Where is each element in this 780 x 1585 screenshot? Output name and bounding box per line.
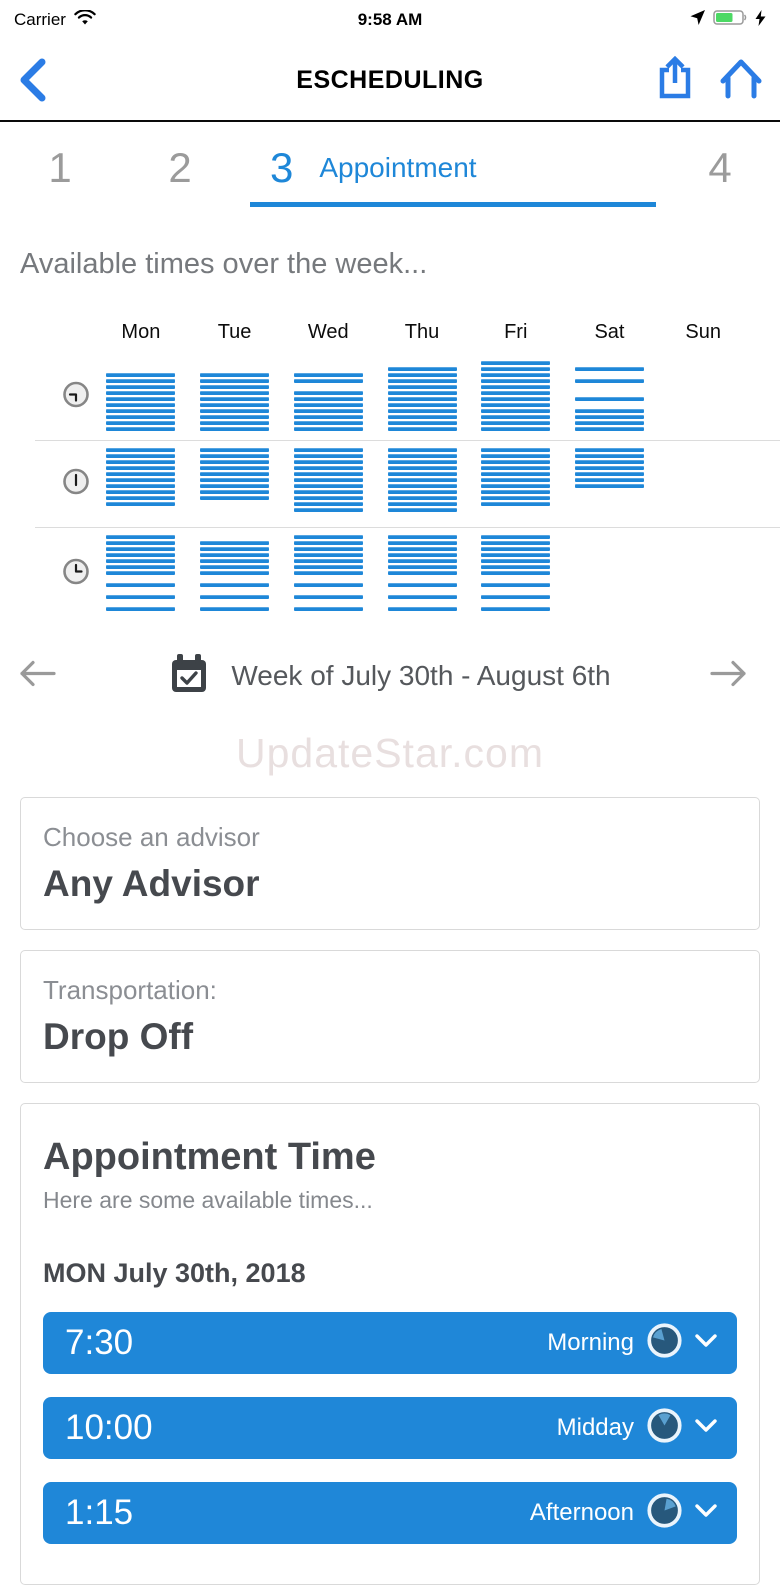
transportation-card-value: Drop Off [43,1016,194,1057]
battery-icon [713,10,748,30]
share-button[interactable] [658,55,692,105]
transportation-card-label: Transportation: [43,975,217,1005]
availability-bars-sun-row2[interactable] [669,448,738,520]
slot-time-label: 1:15 [65,1493,134,1532]
availability-grid: Mon Tue Wed Thu Fri Sat Sun [0,321,780,620]
previous-week-button[interactable] [20,660,56,692]
availability-bars-thu-row2[interactable] [387,448,457,520]
availability-bars-fri-row1[interactable] [481,361,551,433]
back-button[interactable] [18,58,46,102]
time-slot-button-7-30[interactable]: 7:30 Morning [43,1312,737,1374]
step-tabs: 1 2 3 Appointment 4 [0,136,780,214]
availability-bars-fri-row2[interactable] [481,448,551,520]
calendar-check-icon [169,652,209,701]
day-label-tue: Tue [217,321,252,343]
availability-bars-thu-row3[interactable] [387,535,457,613]
availability-bars-wed-row2[interactable] [293,448,363,520]
carrier-label: Carrier [14,10,66,29]
availability-bars-wed-row3[interactable] [293,535,363,613]
availability-bars-sat-row2[interactable] [574,448,644,520]
tab-step-3-appointment[interactable]: 3 Appointment [250,136,656,207]
slot-period-label: Midday [556,1414,634,1441]
availability-row-3 [35,527,780,620]
status-bar: Carrier 9:58 AM [0,0,780,40]
week-range-label: Week of July 30th - August 6th [231,660,611,691]
day-label-sun: Sun [685,321,721,343]
day-label-sat: Sat [594,321,625,343]
availability-bars-thu-row1[interactable] [387,361,457,433]
slot-time-label: 10:00 [65,1408,153,1447]
day-label-wed: Wed [307,321,349,343]
day-label-mon: Mon [121,321,161,343]
availability-bars-sun-row3[interactable] [669,535,738,613]
advisor-card-label: Choose an advisor [43,822,260,852]
chevron-down-icon [695,1503,717,1523]
chevron-down-icon [695,1418,717,1438]
next-week-button[interactable] [710,660,746,692]
availability-bars-mon-row3[interactable] [106,535,176,613]
chevron-down-icon [695,1333,717,1353]
availability-bars-sat-row3[interactable] [575,535,644,613]
availability-row-2 [35,440,780,527]
availability-row-1 [0,354,780,440]
availability-bars-sun-row1[interactable] [669,361,738,433]
availability-bars-tue-row1[interactable] [200,361,270,433]
appointment-date-heading: MON July 30th, 2018 [43,1258,306,1288]
appointment-time-card: Appointment Time Here are some available… [20,1103,760,1585]
day-label-fri: Fri [504,321,528,343]
availability-bars-mon-row2[interactable] [106,448,176,520]
tab-step-4[interactable]: 4 [708,144,732,191]
nav-bar: ESCHEDULING [0,40,780,122]
pie-morning-icon [646,1322,683,1364]
slot-period-label: Morning [547,1329,634,1356]
day-header-row: Mon Tue Wed Thu Fri Sat Sun [0,321,780,354]
pie-afternoon-icon [646,1492,683,1534]
location-arrow-icon [689,9,706,31]
availability-bars-sat-row1[interactable] [574,361,644,433]
section-subtitle: Available times over the week... [20,248,428,280]
active-step-number: 3 [270,144,294,191]
wifi-icon [74,8,96,31]
active-step-label: Appointment [319,152,477,183]
advisor-card[interactable]: Choose an advisor Any Advisor [20,797,760,930]
watermark-text: UpdateStar.com [236,730,544,776]
availability-bars-fri-row3[interactable] [481,535,551,613]
clock-afternoon-icon [62,558,90,591]
share-icon [658,55,692,105]
availability-bars-tue-row2[interactable] [200,448,270,520]
week-navigation: Week of July 30th - August 6th [0,644,780,708]
time-slot-button-1-15[interactable]: 1:15 Afternoon [43,1482,737,1544]
pie-midday-icon [646,1407,683,1449]
transportation-card[interactable]: Transportation: Drop Off [20,950,760,1083]
clock-morning-icon [62,381,90,414]
advisor-card-value: Any Advisor [43,863,260,904]
time-slot-button-10-00[interactable]: 10:00 Midday [43,1397,737,1459]
home-button[interactable] [720,57,762,104]
tab-step-1[interactable]: 1 [48,144,72,191]
appointment-card-title: Appointment Time [43,1136,376,1178]
clock-midday-icon [62,468,90,501]
appointment-card-subtitle: Here are some available times... [43,1187,373,1213]
slot-time-label: 7:30 [65,1323,134,1362]
home-icon [720,57,762,104]
availability-bars-mon-row1[interactable] [106,361,176,433]
tab-step-2[interactable]: 2 [168,144,192,191]
clock-time: 9:58 AM [357,10,423,29]
availability-bars-wed-row1[interactable] [293,361,363,433]
availability-bars-tue-row3[interactable] [200,535,270,613]
day-label-thu: Thu [404,321,440,343]
slot-period-label: Afternoon [529,1499,634,1526]
charging-bolt-icon [755,9,766,31]
page-title: ESCHEDULING [296,65,484,94]
